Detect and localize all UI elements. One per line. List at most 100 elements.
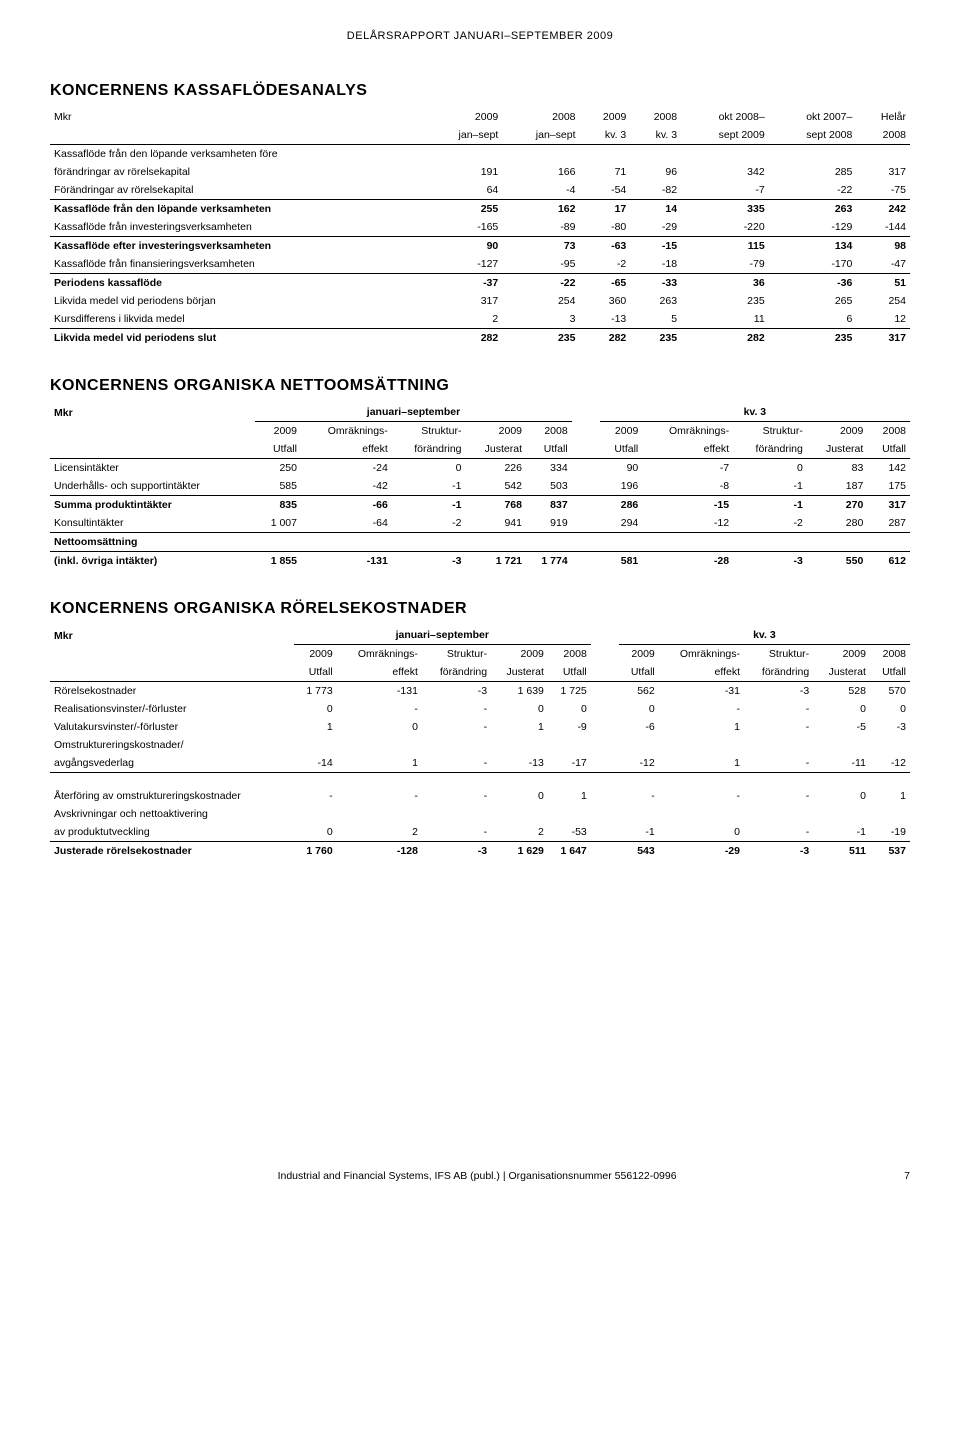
cell: 0 xyxy=(294,823,337,842)
table-row: förändringar av rörelsekapital1911667196… xyxy=(50,163,910,181)
cell: 837 xyxy=(526,496,572,515)
cell xyxy=(619,805,659,823)
row-label: Summa produktintäkter xyxy=(50,496,255,515)
cell: 1 773 xyxy=(294,682,337,701)
cell: 835 xyxy=(255,496,301,515)
cell xyxy=(392,533,466,552)
cell: 3 xyxy=(502,310,579,329)
table-row: av produktutveckling02-2-53-10--1-19 xyxy=(50,823,910,842)
cell: 115 xyxy=(681,237,769,256)
cell: 235 xyxy=(769,329,857,348)
cell: -144 xyxy=(856,218,910,237)
cell: -31 xyxy=(659,682,744,701)
cell: -79 xyxy=(681,255,769,274)
row-label: Kassaflöde efter investeringsverksamhete… xyxy=(50,237,425,256)
opex-table: Mkr januari–september kv. 3 2009 Omräkni… xyxy=(50,626,910,860)
cell: -42 xyxy=(301,477,392,496)
cell: -24 xyxy=(301,459,392,478)
cell: 294 xyxy=(600,514,643,533)
cell: 334 xyxy=(526,459,572,478)
cell: -63 xyxy=(580,237,631,256)
cell xyxy=(659,805,744,823)
cell: -15 xyxy=(630,237,681,256)
cell: 1 639 xyxy=(491,682,548,701)
cell: -12 xyxy=(870,754,910,773)
cell: -127 xyxy=(425,255,502,274)
cell xyxy=(870,805,910,823)
cell xyxy=(659,736,744,754)
row-label: Avskrivningar och nettoaktivering xyxy=(50,805,294,823)
cell: -33 xyxy=(630,274,681,293)
cell: -128 xyxy=(337,842,422,861)
cell xyxy=(255,533,301,552)
row-label: Återföring av omstruktureringskostnader xyxy=(50,787,294,805)
cell: -75 xyxy=(856,181,910,200)
row-label: Kassaflöde från den löpande verksamheten xyxy=(50,200,425,219)
cell xyxy=(642,533,733,552)
row-label: Periodens kassaflöde xyxy=(50,274,425,293)
cell: - xyxy=(422,718,491,736)
cell: 317 xyxy=(856,163,910,181)
cell xyxy=(466,533,526,552)
cell: 6 xyxy=(769,310,857,329)
cell: 90 xyxy=(425,237,502,256)
row-label: Förändringar av rörelsekapital xyxy=(50,181,425,200)
row-label: (inkl. övriga intäkter) xyxy=(50,552,255,571)
cell: 14 xyxy=(630,200,681,219)
cell: 0 xyxy=(548,700,591,718)
cell: -131 xyxy=(301,552,392,571)
unit-label: Mkr xyxy=(50,626,294,645)
cell xyxy=(337,736,422,754)
cell: 51 xyxy=(856,274,910,293)
cell: -129 xyxy=(769,218,857,237)
cell: 187 xyxy=(807,477,867,496)
table-row: Underhålls- och supportintäkter585-42-15… xyxy=(50,477,910,496)
table-row: Kassaflöde efter investeringsverksamhete… xyxy=(50,237,910,256)
row-label: Kassaflöde från investeringsverksamheten xyxy=(50,218,425,237)
cell: 543 xyxy=(619,842,659,861)
cell: -29 xyxy=(630,218,681,237)
table-row: Realisationsvinster/-förluster0--000--00 xyxy=(50,700,910,718)
cell: -170 xyxy=(769,255,857,274)
cell: 0 xyxy=(337,718,422,736)
cell: -15 xyxy=(642,496,733,515)
cell: 1 xyxy=(548,787,591,805)
cell: 286 xyxy=(600,496,643,515)
section-title-opex: KONCERNENS ORGANISKA RÖRELSEKOSTNADER xyxy=(50,600,910,618)
cell: 581 xyxy=(600,552,643,571)
cell: 1 647 xyxy=(548,842,591,861)
cell: - xyxy=(337,700,422,718)
row-label: av produktutveckling xyxy=(50,823,294,842)
cell: -37 xyxy=(425,274,502,293)
cell xyxy=(744,736,813,754)
cell: 287 xyxy=(867,514,910,533)
cell: 1 721 xyxy=(466,552,526,571)
cell xyxy=(548,736,591,754)
row-label: Likvida medel vid periodens slut xyxy=(50,329,425,348)
cell: 768 xyxy=(466,496,526,515)
cell: 2 xyxy=(491,823,548,842)
cell: -1 xyxy=(733,496,807,515)
cell xyxy=(491,736,548,754)
cell: 270 xyxy=(807,496,867,515)
table-row: Konsultintäkter1 007-64-2941919294-12-22… xyxy=(50,514,910,533)
cell: 162 xyxy=(502,200,579,219)
cell: 1 007 xyxy=(255,514,301,533)
cell: 585 xyxy=(255,477,301,496)
cell: -36 xyxy=(769,274,857,293)
cell: -220 xyxy=(681,218,769,237)
section-title-cashflow: KONCERNENS KASSAFLÖDESANALYS xyxy=(50,82,910,100)
cell: -1 xyxy=(392,477,466,496)
cell: 255 xyxy=(425,200,502,219)
table-row: Kassaflöde från investeringsverksamheten… xyxy=(50,218,910,237)
cell: -66 xyxy=(301,496,392,515)
cell: - xyxy=(744,823,813,842)
table-row: Summa produktintäkter835-66 -1 768837 286-1… xyxy=(50,496,910,515)
cell: 1 774 xyxy=(526,552,572,571)
cell: 1 760 xyxy=(294,842,337,861)
cell: 0 xyxy=(870,700,910,718)
row-label: Rörelsekostnader xyxy=(50,682,294,701)
row-label: Konsultintäkter xyxy=(50,514,255,533)
cell: 0 xyxy=(813,700,870,718)
cell: 562 xyxy=(619,682,659,701)
